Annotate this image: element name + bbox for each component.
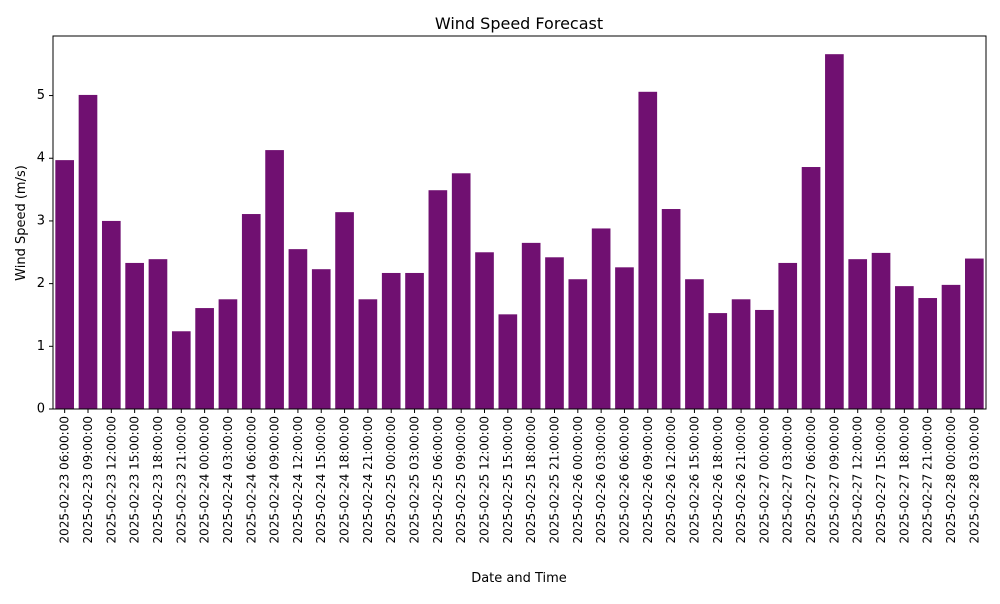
x-tick-label-6: 2025-02-24 00:00:00 xyxy=(198,416,212,543)
bar-7 xyxy=(218,299,238,409)
bar-38 xyxy=(941,284,961,409)
bar-17 xyxy=(451,173,471,409)
y-tick-label-2: 2 xyxy=(37,276,45,291)
x-tick-label-35: 2025-02-27 15:00:00 xyxy=(874,416,888,543)
bar-36 xyxy=(895,286,914,409)
bar-25 xyxy=(638,91,658,409)
bar-31 xyxy=(778,262,798,409)
x-tick-label-30: 2025-02-27 00:00:00 xyxy=(757,416,771,543)
x-tick-label-5: 2025-02-23 21:00:00 xyxy=(174,416,188,543)
plot-frame xyxy=(52,35,987,410)
y-axis: 0 1 2 3 4 5 xyxy=(37,88,53,417)
bar-29 xyxy=(731,299,751,409)
x-tick-label-14: 2025-02-25 00:00:00 xyxy=(384,416,398,543)
x-tick-label-16: 2025-02-25 06:00:00 xyxy=(431,416,445,543)
x-tick-label-22: 2025-02-26 00:00:00 xyxy=(571,416,585,543)
bar-10 xyxy=(288,249,308,409)
x-tick-label-32: 2025-02-27 06:00:00 xyxy=(804,416,818,543)
bar-20 xyxy=(521,242,541,409)
bar-11 xyxy=(311,269,331,409)
y-tick-label-1: 1 xyxy=(37,339,45,354)
y-tick-label-4: 4 xyxy=(37,151,45,166)
x-tick-label-1: 2025-02-23 09:00:00 xyxy=(81,416,95,543)
x-tick-label-15: 2025-02-25 03:00:00 xyxy=(408,416,422,543)
y-tick-label-3: 3 xyxy=(37,213,45,228)
x-tick-label-24: 2025-02-26 06:00:00 xyxy=(617,416,631,543)
bar-15 xyxy=(405,272,424,409)
x-tick-label-0: 2025-02-23 06:00:00 xyxy=(58,416,72,543)
x-tick-label-18: 2025-02-25 12:00:00 xyxy=(478,416,492,543)
x-tick-label-7: 2025-02-24 03:00:00 xyxy=(221,416,235,543)
x-tick-label-36: 2025-02-27 18:00:00 xyxy=(897,416,911,543)
chart-title: Wind Speed Forecast xyxy=(435,14,603,33)
x-tick-label-21: 2025-02-25 21:00:00 xyxy=(547,416,561,543)
x-tick-label-27: 2025-02-26 15:00:00 xyxy=(687,416,701,543)
x-tick-label-39: 2025-02-28 03:00:00 xyxy=(967,416,981,543)
x-tick-label-17: 2025-02-25 09:00:00 xyxy=(454,416,468,543)
bar-3 xyxy=(125,262,144,409)
x-tick-label-29: 2025-02-26 21:00:00 xyxy=(734,416,748,543)
x-tick-label-37: 2025-02-27 21:00:00 xyxy=(921,416,935,543)
x-tick-label-20: 2025-02-25 18:00:00 xyxy=(524,416,538,543)
bar-1 xyxy=(78,94,98,409)
x-tick-label-4: 2025-02-23 18:00:00 xyxy=(151,416,165,543)
bar-35 xyxy=(871,252,891,409)
bar-8 xyxy=(241,214,261,409)
x-axis-label: Date and Time xyxy=(471,571,567,586)
bar-5 xyxy=(171,331,191,409)
bar-0 xyxy=(55,160,74,409)
bar-33 xyxy=(825,54,844,409)
y-axis-label: Wind Speed (m/s) xyxy=(14,165,29,281)
bar-9 xyxy=(265,150,284,409)
x-tick-label-26: 2025-02-26 12:00:00 xyxy=(664,416,678,543)
x-axis: 2025-02-23 06:00:00 2025-02-23 09:00:00 20… xyxy=(58,409,981,543)
x-tick-label-10: 2025-02-24 12:00:00 xyxy=(291,416,305,543)
bar-21 xyxy=(545,257,564,409)
x-tick-label-2: 2025-02-23 12:00:00 xyxy=(104,416,118,543)
bar-19 xyxy=(498,314,518,409)
x-tick-label-11: 2025-02-24 15:00:00 xyxy=(314,416,328,543)
bar-14 xyxy=(381,272,401,409)
bar-22 xyxy=(568,279,588,409)
bar-24 xyxy=(615,267,634,409)
x-tick-label-19: 2025-02-25 15:00:00 xyxy=(501,416,515,543)
bar-18 xyxy=(475,252,494,409)
x-tick-label-33: 2025-02-27 09:00:00 xyxy=(827,416,841,543)
x-tick-label-9: 2025-02-24 09:00:00 xyxy=(268,416,282,543)
bar-26 xyxy=(661,209,681,409)
bar-16 xyxy=(428,190,448,409)
x-tick-label-25: 2025-02-26 09:00:00 xyxy=(641,416,655,543)
x-tick-label-3: 2025-02-23 15:00:00 xyxy=(128,416,142,543)
x-tick-label-23: 2025-02-26 03:00:00 xyxy=(594,416,608,543)
bar-2 xyxy=(101,220,121,409)
x-tick-label-28: 2025-02-26 18:00:00 xyxy=(711,416,725,543)
bar-37 xyxy=(918,298,938,409)
bar-32 xyxy=(801,167,821,409)
bar-4 xyxy=(148,259,168,409)
x-tick-label-12: 2025-02-24 18:00:00 xyxy=(338,416,352,543)
x-tick-label-13: 2025-02-24 21:00:00 xyxy=(361,416,375,543)
x-tick-label-8: 2025-02-24 06:00:00 xyxy=(244,416,258,543)
bar-12 xyxy=(335,212,354,409)
bar-6 xyxy=(195,308,214,409)
x-tick-label-38: 2025-02-28 00:00:00 xyxy=(944,416,958,543)
y-tick-label-5: 5 xyxy=(37,88,45,103)
y-tick-label-0: 0 xyxy=(37,402,45,417)
bar-28 xyxy=(708,313,728,409)
x-tick-label-31: 2025-02-27 03:00:00 xyxy=(781,416,795,543)
bar-30 xyxy=(755,309,774,409)
bar-13 xyxy=(358,299,378,409)
x-tick-label-34: 2025-02-27 12:00:00 xyxy=(851,416,865,543)
bar-34 xyxy=(848,259,868,409)
bar-27 xyxy=(685,279,704,409)
bar-23 xyxy=(591,228,611,409)
bar-39 xyxy=(965,258,984,409)
bars-layer xyxy=(55,54,984,409)
